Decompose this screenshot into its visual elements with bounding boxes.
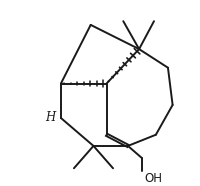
Text: H: H (45, 111, 55, 124)
Text: OH: OH (144, 172, 162, 185)
